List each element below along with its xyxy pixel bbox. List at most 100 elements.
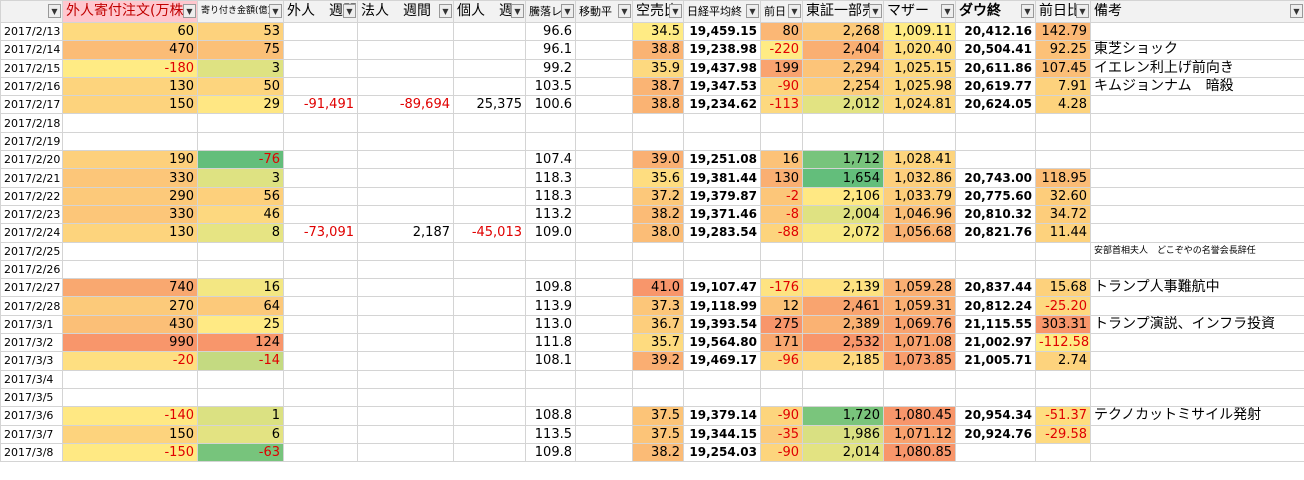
filter-button[interactable]: ▼ <box>941 4 954 18</box>
filter-button[interactable]: ▼ <box>1021 4 1034 18</box>
cell <box>883 387 956 408</box>
cell: 35.9 <box>632 58 684 78</box>
cell <box>760 387 803 408</box>
cell: 20,812.24 <box>955 296 1036 316</box>
cell <box>1035 131 1091 152</box>
cell: 96.6 <box>525 21 576 42</box>
cell <box>1035 113 1091 133</box>
cell <box>453 406 526 426</box>
cell <box>525 131 576 152</box>
filter-button[interactable]: ▼ <box>618 4 631 18</box>
filter-button[interactable]: ▼ <box>1290 4 1303 18</box>
cell: 2,294 <box>802 58 884 78</box>
filter-button[interactable]: ▼ <box>48 4 61 18</box>
cell: 2,014 <box>802 442 884 463</box>
header-text: 個人 週 <box>457 3 513 19</box>
cell <box>1090 168 1304 188</box>
cell: 2,106 <box>802 186 884 206</box>
row: 2017/3/8 -150 -63 109.8 38.2 19,254.03 -90 2,01… <box>0 442 1304 463</box>
cell: 19,379.14 <box>683 406 761 426</box>
header-text: 備考 <box>1094 3 1122 19</box>
header-cell: 前日 ▼ <box>760 0 803 23</box>
cell: -176 <box>760 278 803 298</box>
filter-button[interactable]: ▼ <box>511 4 524 18</box>
header-cell: マザー ▼ <box>883 0 956 23</box>
cell <box>575 223 633 243</box>
filter-button[interactable]: ▼ <box>343 4 356 18</box>
cell: 19,393.54 <box>683 314 761 335</box>
cell: 109.8 <box>525 278 576 298</box>
cell <box>453 241 526 261</box>
cell <box>955 369 1036 389</box>
cell: 20,821.76 <box>955 223 1036 243</box>
cell: 1,986 <box>802 424 884 444</box>
cell <box>1090 113 1304 133</box>
filter-button[interactable]: ▼ <box>1076 4 1089 18</box>
cell: 1,009.11 <box>883 21 956 42</box>
cell: -45,013 <box>453 223 526 243</box>
cell: 118.3 <box>525 168 576 188</box>
filter-button[interactable]: ▼ <box>269 4 282 18</box>
cell: 20,412.16 <box>955 21 1036 42</box>
cell <box>525 369 576 389</box>
cell: 100.6 <box>525 95 576 115</box>
cell <box>575 259 633 280</box>
cell: -90 <box>760 442 803 463</box>
cell <box>1090 424 1304 444</box>
cell <box>1035 442 1091 463</box>
filter-button[interactable]: ▼ <box>869 4 882 18</box>
cell <box>283 113 358 133</box>
cell <box>1090 333 1304 353</box>
cell: 80 <box>760 21 803 42</box>
filter-button[interactable]: ▼ <box>183 4 196 18</box>
cell <box>283 186 358 206</box>
cell <box>62 369 198 389</box>
cell <box>357 387 454 408</box>
cell: 103.5 <box>525 76 576 97</box>
cell <box>62 259 198 280</box>
cell: 34.5 <box>632 21 684 42</box>
cell: 29 <box>197 95 284 115</box>
row: 2017/2/13 60 53 96.6 34.5 19,459.15 80 2,268 1,0… <box>0 21 1304 42</box>
cell <box>1035 369 1091 389</box>
cell <box>283 406 358 426</box>
cell: 15.68 <box>1035 278 1091 298</box>
cell: 124 <box>197 333 284 353</box>
cell: 1,712 <box>802 150 884 170</box>
cell: 19,283.54 <box>683 223 761 243</box>
cell: 108.8 <box>525 406 576 426</box>
cell <box>1090 369 1304 389</box>
header-text: 法人 週間 <box>361 3 431 19</box>
filter-button[interactable]: ▼ <box>439 4 452 18</box>
cell: -51.37 <box>1035 406 1091 426</box>
filter-button[interactable]: ▼ <box>746 4 759 18</box>
cell: 20,504.41 <box>955 40 1036 60</box>
date-cell: 2017/2/18 <box>0 113 63 133</box>
cell <box>632 131 684 152</box>
cell: 130 <box>62 223 198 243</box>
cell: 19,251.08 <box>683 150 761 170</box>
cell <box>453 150 526 170</box>
cell: 2,185 <box>802 351 884 371</box>
row: 2017/2/23 330 46 113.2 38.2 19,371.46 -8 2,004 1… <box>0 204 1304 225</box>
cell: -20 <box>62 351 198 371</box>
filter-button[interactable]: ▼ <box>669 4 682 18</box>
cell <box>575 406 633 426</box>
filter-button[interactable]: ▼ <box>788 4 801 18</box>
cell <box>575 204 633 225</box>
date-cell: 2017/2/27 <box>0 278 63 298</box>
cell <box>632 113 684 133</box>
cell: 130 <box>62 76 198 97</box>
cell: 56 <box>197 186 284 206</box>
cell: 113.2 <box>525 204 576 225</box>
cell: 1,028.41 <box>883 150 956 170</box>
cell: 1,071.12 <box>883 424 956 444</box>
cell: 150 <box>62 95 198 115</box>
header-text: 東証一部売 <box>806 3 876 19</box>
cell <box>1090 223 1304 243</box>
cell: 19,437.98 <box>683 58 761 78</box>
cell: 19,381.44 <box>683 168 761 188</box>
cell: 96.1 <box>525 40 576 60</box>
cell <box>357 296 454 316</box>
filter-button[interactable]: ▼ <box>561 4 574 18</box>
